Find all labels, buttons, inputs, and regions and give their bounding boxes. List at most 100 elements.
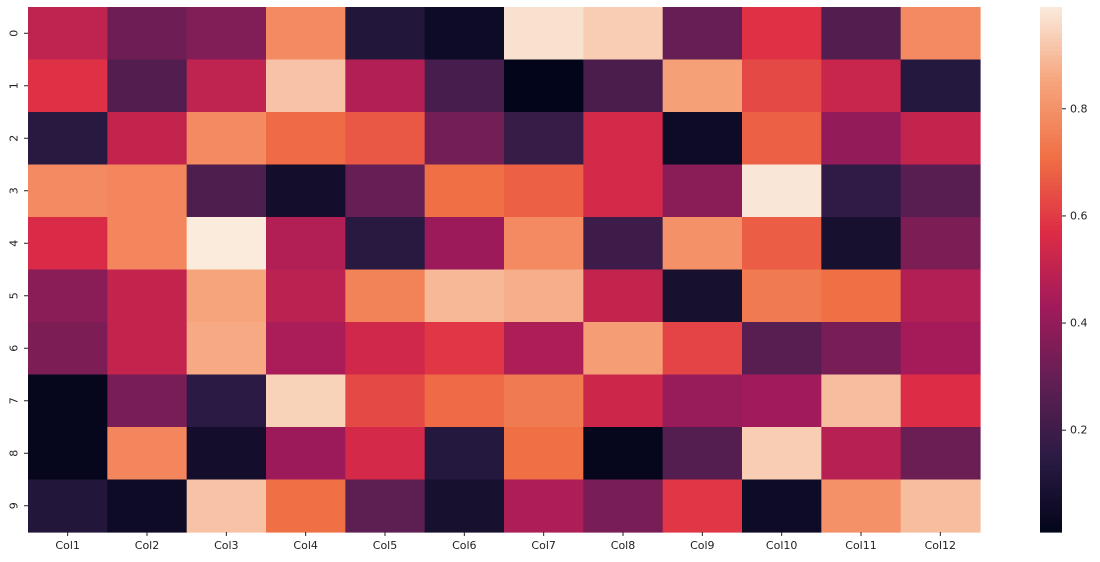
colorbar-band: [1040, 225, 1062, 231]
colorbar-band: [1040, 129, 1062, 135]
colorbar-band: [1040, 304, 1062, 310]
colorbar-band: [1040, 282, 1062, 288]
colorbar-band: [1040, 431, 1062, 437]
x-tick-label: Col3: [214, 539, 238, 552]
heatmap-cell: [424, 269, 505, 323]
colorbar-band: [1040, 28, 1062, 34]
colorbar-band: [1040, 497, 1062, 502]
heatmap-cell: [662, 322, 743, 376]
heatmap-cell: [424, 7, 505, 61]
heatmap-cell: [107, 322, 188, 376]
colorbar-band: [1040, 186, 1062, 192]
colorbar-band: [1040, 361, 1062, 367]
x-tick-label: Col1: [55, 539, 79, 552]
colorbar-band: [1040, 475, 1062, 481]
heatmap-cell: [266, 322, 346, 376]
colorbar-band: [1040, 457, 1062, 463]
colorbar-band: [1040, 383, 1062, 389]
heatmap-cell: [742, 479, 822, 533]
heatmap-cell: [266, 427, 346, 481]
colorbar-band: [1040, 510, 1062, 516]
heatmap-cell: [345, 479, 426, 533]
colorbar-band: [1040, 308, 1062, 314]
colorbar-tick-label: 0.8: [1070, 102, 1088, 115]
heatmap-cell: [742, 427, 822, 481]
colorbar-band: [1040, 313, 1062, 319]
colorbar-band: [1040, 466, 1062, 472]
colorbar-band: [1040, 112, 1062, 117]
heatmap-cell: [186, 7, 267, 61]
heatmap-cell: [186, 269, 267, 323]
heatmap-cell: [28, 164, 108, 218]
colorbar-band: [1040, 392, 1062, 397]
colorbar-band: [1040, 483, 1062, 489]
heatmap-cell: [345, 322, 426, 376]
heatmap-cell: [821, 7, 902, 61]
colorbar-band: [1040, 247, 1062, 253]
colorbar-band: [1040, 335, 1062, 341]
colorbar-band: [1040, 33, 1062, 39]
heatmap-cell: [583, 112, 664, 166]
colorbar-band: [1040, 409, 1062, 415]
colorbar-band: [1040, 190, 1062, 196]
heatmap-cell: [186, 322, 267, 376]
heatmap-cell: [821, 59, 902, 113]
heatmap-cell: [424, 217, 505, 271]
colorbar-band: [1040, 317, 1062, 323]
colorbar-band: [1040, 492, 1062, 498]
colorbar-band: [1040, 85, 1062, 91]
x-tick-label: Col11: [845, 539, 876, 552]
colorbar-band: [1040, 514, 1062, 520]
colorbar-band: [1040, 151, 1062, 157]
heatmap-cell: [504, 322, 584, 376]
colorbar-band: [1040, 260, 1062, 266]
heatmap-cell: [266, 217, 346, 271]
heatmap-cell: [900, 322, 981, 376]
colorbar-band: [1040, 11, 1062, 17]
heatmap-cell: [662, 112, 743, 166]
heatmap-cell: [504, 269, 584, 323]
colorbar-band: [1040, 50, 1062, 56]
colorbar-band: [1040, 212, 1062, 218]
x-tick-label: Col5: [373, 539, 397, 552]
heatmap-cell: [662, 59, 743, 113]
colorbar-band: [1040, 55, 1062, 61]
heatmap-cell: [662, 7, 743, 61]
heatmap-cell: [583, 322, 664, 376]
y-tick-label: 7: [8, 397, 21, 404]
colorbar-band: [1040, 252, 1062, 257]
colorbar-band: [1040, 133, 1062, 139]
heatmap-cell: [28, 59, 108, 113]
heatmap-cell: [900, 374, 981, 428]
heatmap-cell: [504, 112, 584, 166]
heatmap-cell: [821, 479, 902, 533]
colorbar-band: [1040, 339, 1062, 345]
heatmap-cell: [900, 164, 981, 218]
colorbar-band: [1040, 453, 1062, 459]
heatmap-cell: [107, 479, 188, 533]
heatmap-cell: [345, 59, 426, 113]
colorbar-band: [1040, 523, 1062, 529]
colorbar-band: [1040, 348, 1062, 354]
heatmap-cell: [504, 164, 584, 218]
heatmap-cell: [504, 427, 584, 481]
colorbar-tick-label: 0.2: [1070, 424, 1088, 437]
heatmap-cell: [424, 427, 505, 481]
x-tick-label: Col7: [531, 539, 555, 552]
colorbar-band: [1040, 155, 1062, 161]
colorbar-band: [1040, 243, 1062, 249]
colorbar-band: [1040, 378, 1062, 384]
heatmap-cell: [662, 269, 743, 323]
colorbar-band: [1040, 287, 1062, 292]
colorbar-band: [1040, 24, 1062, 30]
y-tick-label: 9: [8, 502, 21, 509]
heatmap-cell: [742, 112, 822, 166]
heatmap-cells: [28, 7, 981, 533]
colorbar-band: [1040, 142, 1062, 148]
heatmap-cell: [186, 479, 267, 533]
heatmap-cell: [186, 427, 267, 481]
colorbar-band: [1040, 147, 1062, 152]
y-tick-label: 5: [8, 292, 21, 299]
heatmap-cell: [662, 164, 743, 218]
heatmap-cell: [900, 479, 981, 533]
